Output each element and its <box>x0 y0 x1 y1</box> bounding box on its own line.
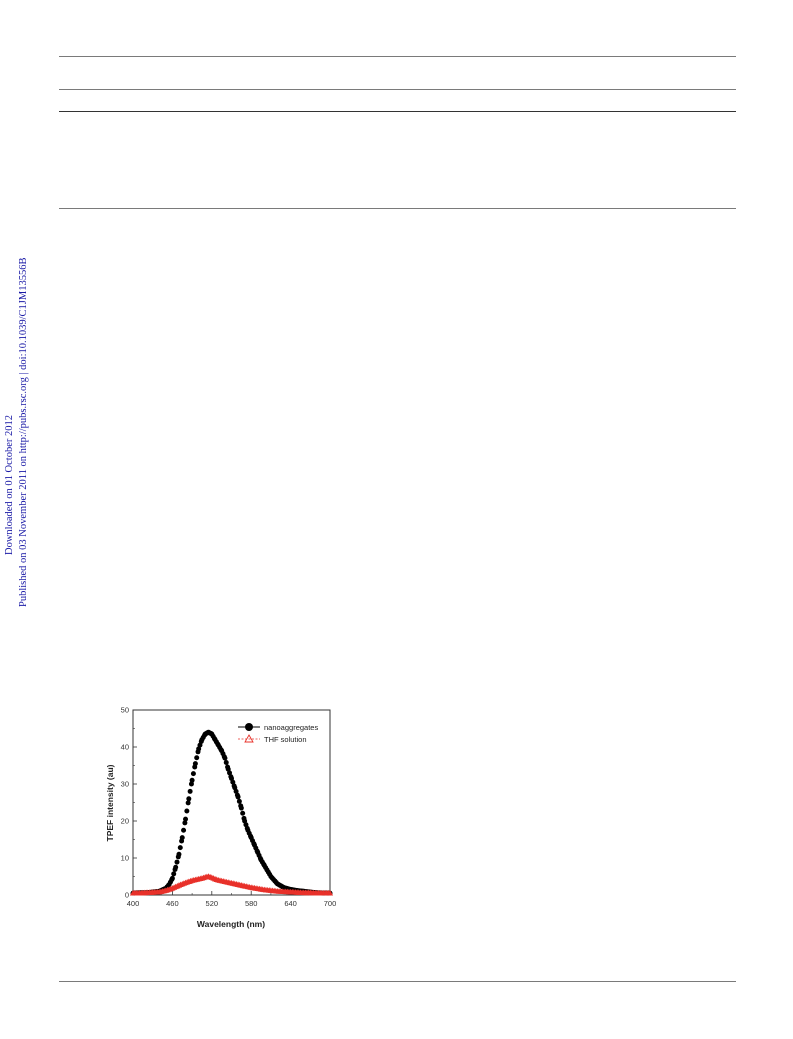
nanoaggregates-point <box>236 798 242 804</box>
nanoaggregates-point <box>238 805 244 811</box>
series-nanoaggregates <box>130 729 333 896</box>
top-rule-1 <box>59 56 736 57</box>
nanoaggregates-point <box>235 794 241 800</box>
top-rule-2 <box>59 89 736 90</box>
thf-point <box>326 889 334 896</box>
nanoaggregates-point <box>173 864 179 870</box>
nanoaggregates-point <box>190 771 196 777</box>
nanoaggregates-point <box>181 827 187 833</box>
nanoaggregates-point <box>188 781 194 787</box>
tpef-chart: 400 460 520 580 640 700 0 10 20 30 40 50 nanoaggreg… <box>105 706 337 929</box>
x-axis-label: Wavelength (nm) <box>197 919 265 929</box>
bottom-rule <box>59 981 736 982</box>
nanoaggregates-point <box>171 871 177 877</box>
legend-marker-nanoaggregates <box>245 723 253 731</box>
x-tick-label: 400 <box>127 899 140 908</box>
y-tick-label: 40 <box>121 743 129 752</box>
x-tick-label: 700 <box>324 899 337 908</box>
y-tick-label: 30 <box>121 780 129 789</box>
y-tick-label: 10 <box>121 854 129 863</box>
legend-label-nanoaggregates: nanoaggregates <box>264 723 318 732</box>
y-tick-label: 50 <box>121 706 129 715</box>
y-tick-label: 20 <box>121 817 129 826</box>
legend-marker-thf <box>244 734 254 743</box>
nanoaggregates-point <box>186 796 192 802</box>
sidebar-citation: Downloaded on 01 October 2012 Published … <box>0 250 32 610</box>
nanoaggregates-point <box>182 820 188 826</box>
x-tick-label: 460 <box>166 899 179 908</box>
series-thf-solution <box>129 873 334 896</box>
nanoaggregates-point <box>184 808 190 814</box>
top-rule-3 <box>59 111 736 112</box>
nanoaggregates-point <box>176 851 182 857</box>
top-rule-4 <box>59 208 736 209</box>
x-tick-label: 520 <box>206 899 219 908</box>
nanoaggregates-point <box>179 835 185 841</box>
nanoaggregates-point <box>223 760 229 766</box>
y-tick-label: 0 <box>125 891 129 900</box>
chart-legend: nanoaggregates THF solution <box>238 723 318 744</box>
nanoaggregates-point <box>187 788 193 794</box>
nanoaggregates-point <box>222 755 228 761</box>
y-axis-label: TPEF intensity (au) <box>105 764 115 841</box>
x-tick-label: 580 <box>245 899 258 908</box>
nanoaggregates-point <box>174 859 180 865</box>
downloaded-link[interactable]: Downloaded on 01 October 2012 <box>4 415 15 555</box>
legend-label-thf: THF solution <box>264 735 307 744</box>
nanoaggregates-point <box>240 810 246 816</box>
nanoaggregates-point <box>194 755 200 761</box>
nanoaggregates-point <box>169 875 175 881</box>
nanoaggregates-point <box>189 777 195 783</box>
nanoaggregates-point <box>177 845 183 851</box>
x-tick-label: 640 <box>284 899 297 908</box>
published-link[interactable]: Published on 03 November 2011 on http://… <box>18 257 29 607</box>
nanoaggregates-point <box>183 816 189 822</box>
nanoaggregates-point <box>192 761 198 767</box>
nanoaggregates-point <box>185 800 191 806</box>
